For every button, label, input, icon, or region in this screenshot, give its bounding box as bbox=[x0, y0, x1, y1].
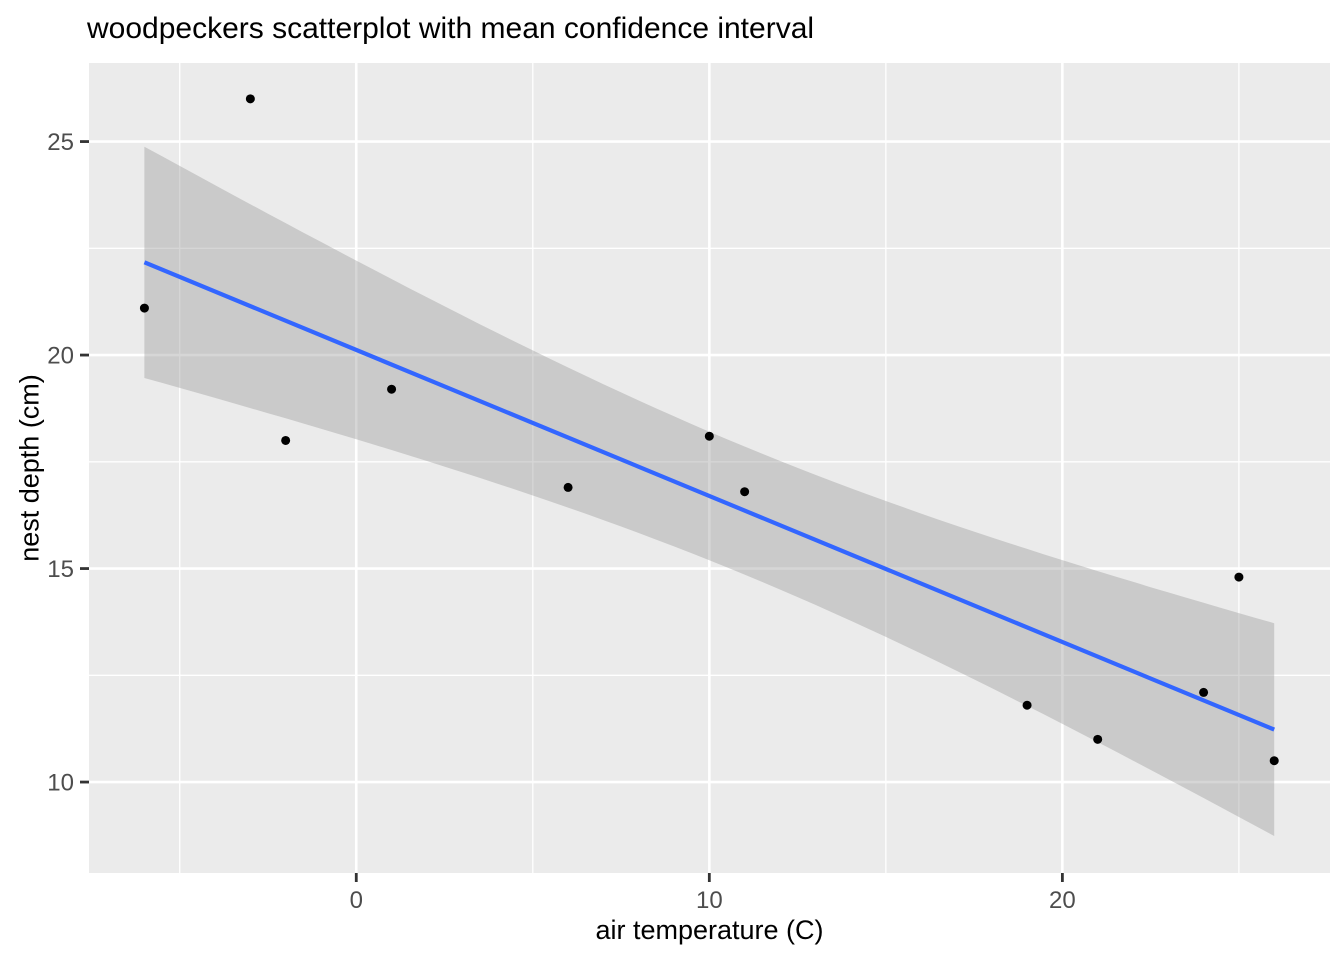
data-point bbox=[1269, 756, 1279, 766]
data-point bbox=[740, 487, 750, 497]
chart-title: woodpeckers scatterplot with mean confid… bbox=[87, 12, 815, 45]
x-axis-title: air temperature (C) bbox=[595, 915, 824, 945]
data-point bbox=[1234, 572, 1244, 582]
data-point bbox=[1022, 700, 1032, 710]
data-point bbox=[563, 482, 573, 492]
x-tick-label: 10 bbox=[696, 887, 723, 914]
data-point bbox=[245, 94, 255, 104]
data-point bbox=[1093, 734, 1103, 744]
y-tick-label: 20 bbox=[47, 343, 74, 370]
data-point bbox=[281, 435, 291, 445]
x-tick-label: 20 bbox=[1049, 887, 1076, 914]
data-point bbox=[704, 431, 714, 441]
y-axis-title: nest depth (cm) bbox=[14, 374, 45, 562]
x-tick-label: 0 bbox=[350, 887, 363, 914]
y-tick-label: 15 bbox=[47, 556, 74, 583]
confidence-band bbox=[144, 146, 1275, 836]
data-point bbox=[1199, 687, 1209, 697]
data-point bbox=[387, 384, 397, 394]
data-point bbox=[139, 303, 149, 313]
y-tick-label: 10 bbox=[47, 770, 74, 797]
y-tick-label: 25 bbox=[47, 129, 74, 156]
regression-line bbox=[143, 260, 1276, 732]
